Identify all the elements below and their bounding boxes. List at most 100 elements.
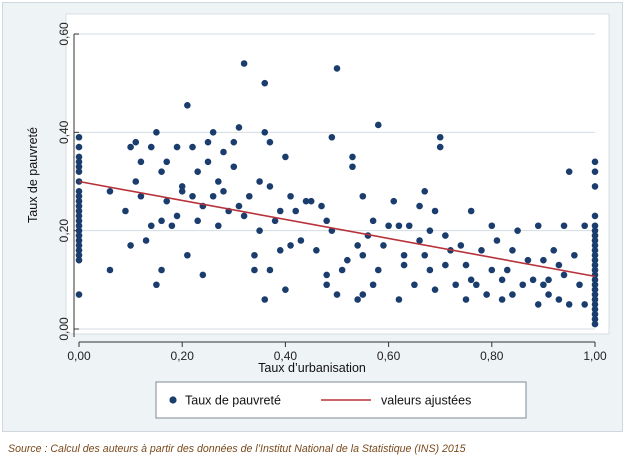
- legend-marker-dot: [169, 396, 177, 404]
- data-point: [287, 192, 294, 200]
- data-point: [534, 301, 542, 308]
- data-point: [591, 306, 599, 313]
- data-point: [421, 188, 429, 195]
- data-point: [565, 168, 573, 175]
- data-point: [75, 251, 83, 259]
- data-point: [163, 158, 171, 166]
- data-point: [292, 207, 300, 215]
- data-point: [349, 163, 356, 171]
- data-point: [591, 310, 599, 318]
- data-point: [256, 227, 263, 234]
- x-tick-label: 0,20: [171, 349, 195, 363]
- data-point: [75, 256, 83, 264]
- data-point: [199, 271, 207, 279]
- data-point: [184, 101, 191, 109]
- data-point: [204, 138, 212, 146]
- data-point: [173, 143, 181, 151]
- data-point: [153, 281, 160, 289]
- data-point: [534, 222, 542, 230]
- data-point: [235, 202, 243, 210]
- axes: [73, 33, 596, 347]
- legend-label-scatter: Taux de pauvreté: [185, 394, 281, 408]
- data-point: [220, 148, 227, 156]
- data-point: [158, 217, 165, 225]
- data-point: [354, 242, 361, 249]
- data-point: [457, 242, 465, 249]
- data-point: [545, 276, 552, 284]
- data-point: [230, 163, 238, 171]
- data-point: [75, 143, 83, 151]
- data-point: [313, 247, 320, 254]
- data-point: [282, 153, 289, 161]
- data-point: [514, 227, 521, 234]
- data-point: [261, 79, 269, 87]
- data-point: [276, 247, 284, 254]
- data-point: [442, 232, 449, 239]
- data-point: [591, 315, 599, 323]
- data-point: [106, 266, 114, 274]
- data-point: [307, 197, 315, 205]
- data-point: [282, 286, 289, 293]
- data-point: [127, 143, 134, 151]
- data-point: [204, 158, 212, 166]
- data-point: [184, 251, 191, 259]
- data-point: [591, 168, 599, 175]
- x-tick-label: 0,80: [480, 349, 504, 363]
- legend-label-fit: valeurs ajustées: [381, 394, 471, 408]
- y-tick-label: 0,20: [57, 219, 71, 243]
- fitted-line: [78, 180, 596, 278]
- data-point: [462, 296, 470, 303]
- data-point: [75, 227, 83, 234]
- data-point: [483, 291, 490, 298]
- data-point: [302, 197, 310, 205]
- data-point: [591, 227, 599, 234]
- x-tick-label: 0,40: [274, 349, 298, 363]
- x-tick-label: 0,00: [67, 349, 91, 363]
- chart-frame: 0,00 0,20 0,40 0,60 0,00 0,20 0,40 0,60 0,80 1,00…: [2, 2, 623, 432]
- data-point: [442, 261, 449, 269]
- data-point: [359, 291, 367, 298]
- data-point: [467, 207, 475, 215]
- data-point: [142, 237, 150, 244]
- data-point: [374, 266, 382, 274]
- data-point: [276, 207, 284, 215]
- data-point: [354, 296, 361, 303]
- data-points: [75, 60, 599, 328]
- data-point: [421, 251, 429, 259]
- data-point: [178, 188, 186, 195]
- y-tick-label: 0,40: [57, 120, 71, 144]
- data-point: [478, 247, 485, 254]
- data-point: [245, 192, 253, 200]
- data-point: [591, 232, 599, 239]
- data-point: [75, 247, 83, 254]
- source-note: Source : Calcul des auteurs à partir des…: [8, 443, 466, 455]
- data-point: [431, 286, 439, 293]
- data-point: [416, 202, 423, 210]
- data-point: [158, 266, 165, 274]
- data-point: [581, 301, 588, 308]
- data-point: [591, 212, 599, 220]
- data-point: [555, 296, 563, 303]
- legend: Taux de pauvreté valeurs ajustées: [155, 381, 527, 419]
- data-point: [338, 266, 346, 274]
- data-point: [75, 237, 83, 244]
- data-point: [75, 158, 83, 166]
- data-point: [576, 281, 583, 289]
- data-point: [395, 222, 403, 230]
- y-tick-label: 0,60: [57, 22, 71, 46]
- data-point: [209, 192, 217, 200]
- data-point: [493, 237, 501, 244]
- data-point: [385, 222, 392, 230]
- data-point: [400, 261, 408, 269]
- data-point: [75, 291, 83, 298]
- data-point: [462, 261, 470, 269]
- data-point: [591, 222, 599, 230]
- data-point: [173, 212, 181, 220]
- data-point: [240, 212, 248, 220]
- data-point: [333, 291, 341, 298]
- data-point: [137, 192, 145, 200]
- data-point: [137, 158, 145, 166]
- data-point: [560, 271, 568, 279]
- data-point: [519, 281, 527, 289]
- data-point: [503, 266, 511, 274]
